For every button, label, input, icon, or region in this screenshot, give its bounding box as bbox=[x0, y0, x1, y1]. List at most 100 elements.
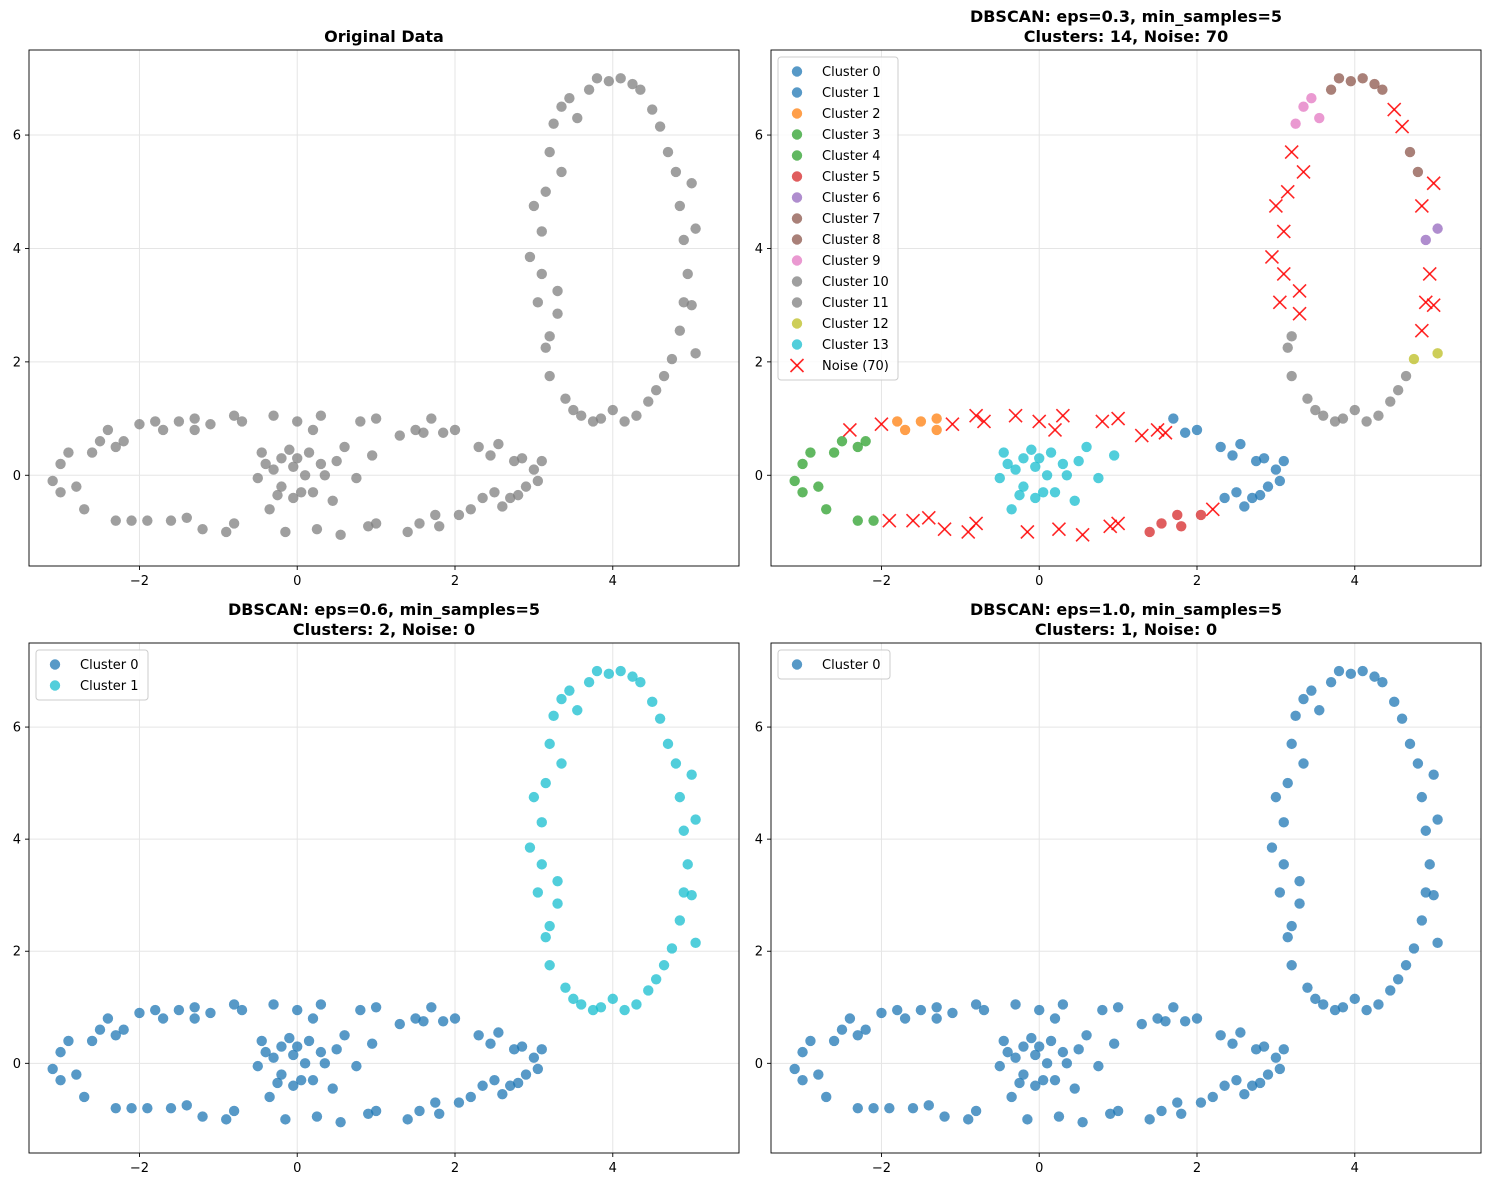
data-point bbox=[288, 1049, 299, 1061]
data-point bbox=[560, 393, 571, 404]
subplot-title: Clusters: 14, Noise: 70 bbox=[1024, 27, 1228, 46]
data-point bbox=[852, 441, 863, 453]
data-point bbox=[493, 438, 504, 450]
noise-point bbox=[1103, 519, 1118, 534]
data-point bbox=[1014, 1077, 1025, 1089]
data-point bbox=[71, 481, 82, 492]
data-point bbox=[1247, 1080, 1258, 1091]
data-point bbox=[572, 705, 583, 716]
x-tick-label: 0 bbox=[293, 574, 301, 589]
y-tick-label: 0 bbox=[755, 1057, 763, 1072]
data-point bbox=[931, 413, 942, 424]
noise-point bbox=[1292, 306, 1307, 321]
data-point bbox=[1325, 84, 1337, 95]
data-point bbox=[666, 943, 678, 954]
noise-point bbox=[945, 417, 960, 432]
x-tick-label: 4 bbox=[1351, 574, 1359, 589]
data-point bbox=[1314, 112, 1325, 124]
data-point bbox=[173, 416, 185, 427]
legend-marker bbox=[791, 192, 803, 203]
data-point bbox=[1227, 450, 1238, 461]
data-point bbox=[797, 487, 808, 498]
data-point bbox=[544, 738, 555, 750]
data-point bbox=[1318, 999, 1329, 1010]
data-point bbox=[228, 999, 240, 1010]
data-point bbox=[1030, 1080, 1041, 1091]
data-point bbox=[63, 1035, 74, 1047]
data-point bbox=[797, 458, 808, 470]
data-point bbox=[1298, 693, 1309, 705]
data-point bbox=[572, 112, 583, 124]
data-point bbox=[1172, 509, 1183, 521]
y-tick-label: 4 bbox=[13, 833, 21, 848]
x-tick-label: −2 bbox=[130, 1161, 149, 1176]
data-point bbox=[1274, 475, 1286, 487]
data-point bbox=[1286, 920, 1297, 932]
data-point bbox=[540, 777, 551, 789]
x-tick-label: 2 bbox=[1193, 1161, 1201, 1176]
data-point bbox=[1231, 487, 1242, 498]
noise-point bbox=[842, 422, 857, 437]
data-point bbox=[650, 385, 662, 396]
data-point bbox=[528, 464, 540, 475]
data-point bbox=[603, 75, 615, 87]
data-point bbox=[394, 430, 405, 441]
noise-point bbox=[937, 522, 952, 537]
legend-marker bbox=[791, 108, 803, 119]
data-point bbox=[1302, 393, 1313, 404]
data-point bbox=[449, 424, 461, 436]
data-point bbox=[292, 416, 303, 427]
data-point bbox=[181, 1100, 192, 1111]
x-tick-label: 2 bbox=[451, 1161, 459, 1176]
data-point bbox=[150, 1004, 161, 1016]
legend-label: Cluster 13 bbox=[822, 338, 889, 353]
data-point bbox=[150, 416, 161, 427]
data-point bbox=[1105, 1108, 1116, 1119]
data-point bbox=[1176, 1108, 1187, 1119]
data-point bbox=[335, 529, 346, 541]
data-point bbox=[678, 887, 689, 898]
data-point bbox=[595, 1002, 607, 1013]
data-point bbox=[79, 1091, 90, 1103]
data-point bbox=[1049, 487, 1061, 498]
data-point bbox=[1329, 1004, 1341, 1016]
legend-label: Cluster 11 bbox=[822, 296, 889, 311]
axes-frame bbox=[28, 49, 740, 567]
data-point bbox=[1428, 769, 1439, 780]
data-point bbox=[1057, 458, 1069, 470]
data-point bbox=[489, 1074, 500, 1086]
legend-marker bbox=[791, 339, 803, 350]
data-point bbox=[1286, 331, 1297, 342]
legend-marker bbox=[791, 171, 803, 182]
noise-point bbox=[1055, 408, 1070, 423]
noise-point bbox=[882, 513, 897, 528]
data-point bbox=[1254, 1077, 1266, 1089]
data-point bbox=[1061, 1058, 1073, 1069]
data-point bbox=[315, 458, 327, 470]
data-point bbox=[536, 226, 547, 237]
legend-marker bbox=[791, 150, 803, 161]
data-point bbox=[1108, 1038, 1120, 1049]
data-point bbox=[1290, 710, 1301, 722]
data-point bbox=[931, 1002, 942, 1013]
data-point bbox=[197, 523, 208, 535]
legend-label: Cluster 7 bbox=[822, 212, 881, 227]
data-point bbox=[607, 404, 618, 416]
data-point bbox=[540, 186, 551, 197]
data-point bbox=[1093, 1060, 1104, 1072]
data-point bbox=[173, 1004, 185, 1016]
data-point bbox=[284, 444, 295, 455]
data-point bbox=[55, 458, 66, 470]
data-point bbox=[836, 436, 848, 447]
data-point bbox=[1030, 461, 1041, 472]
data-point bbox=[71, 1069, 82, 1080]
data-point bbox=[548, 118, 559, 129]
x-tick-label: −2 bbox=[872, 1161, 891, 1176]
data-point bbox=[1160, 1016, 1171, 1027]
data-point bbox=[1282, 777, 1293, 789]
data-point bbox=[1314, 705, 1325, 716]
noise-point bbox=[1280, 184, 1295, 199]
data-point bbox=[1250, 1044, 1262, 1055]
legend-label: Cluster 0 bbox=[80, 658, 139, 673]
